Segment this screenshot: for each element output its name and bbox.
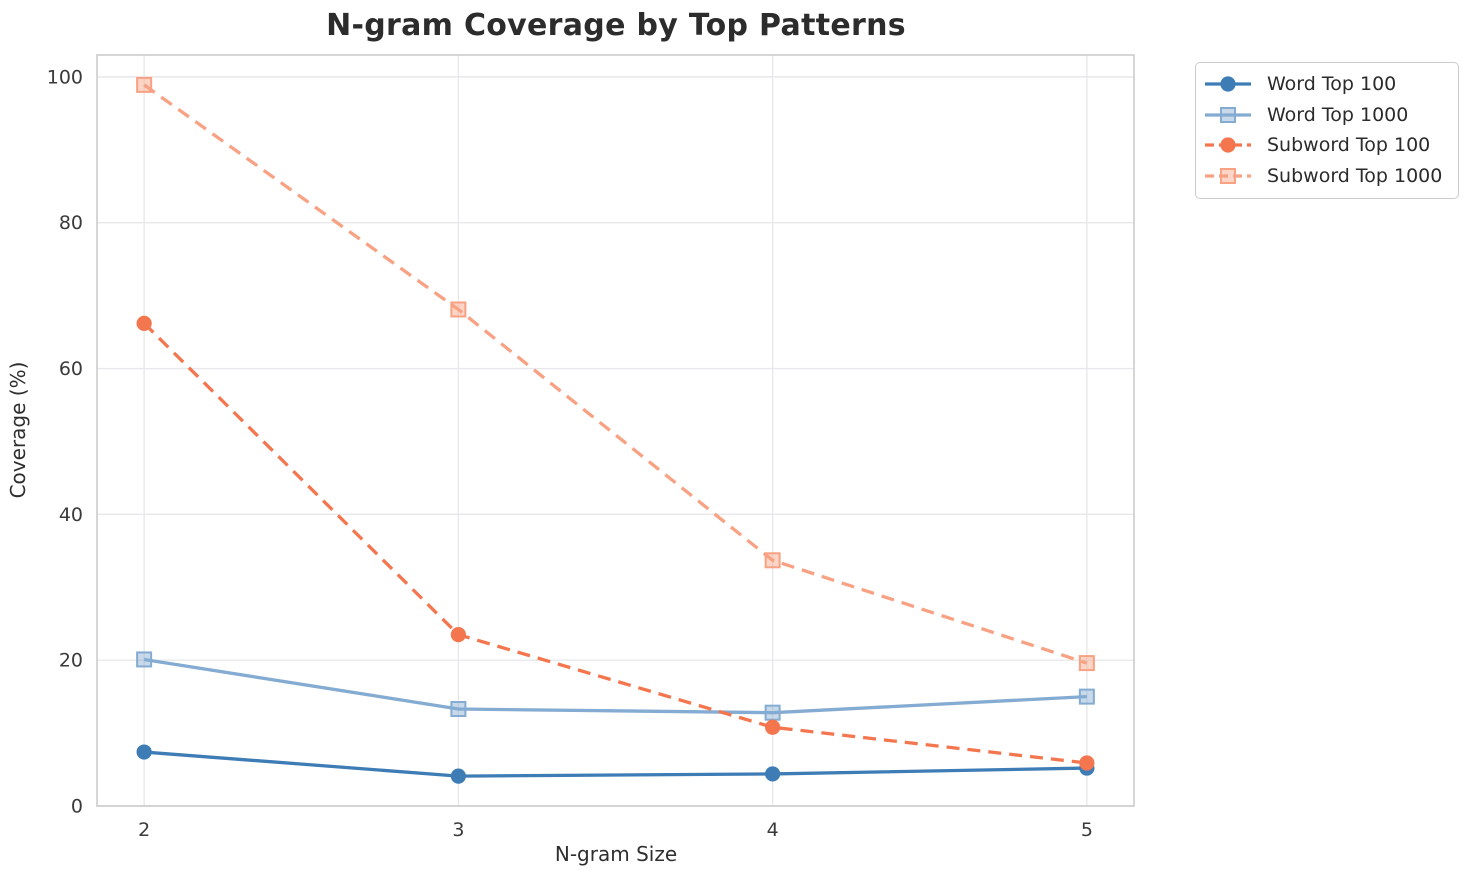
marker-subword-top-1000-x4 xyxy=(764,552,781,569)
marker-subword-top-1000-x2 xyxy=(136,76,153,93)
marker-subword-top-1000-x5 xyxy=(1078,655,1095,672)
series-line-word-top-1000 xyxy=(143,657,1087,715)
legend-sample-subword-top-100 xyxy=(1205,137,1251,153)
series-line-subword-top-100 xyxy=(142,322,1088,765)
marker-word-top-1000-x4 xyxy=(764,704,781,721)
legend-sample-word-top-100 xyxy=(1205,76,1251,92)
x-tick-label-4: 4 xyxy=(767,819,779,841)
y-axis-label: Coverage (%) xyxy=(6,361,30,499)
x-tick-label-2: 2 xyxy=(138,819,150,841)
marker-subword-top-100-x3 xyxy=(450,627,466,643)
legend-sample-word-top-1000 xyxy=(1205,106,1251,123)
y-tick-label-40: 40 xyxy=(59,504,83,526)
legend-marker-word-top-1000 xyxy=(1220,106,1236,123)
legend-label-subword-top-100: Subword Top 100 xyxy=(1267,134,1431,157)
legend-item-subword-top-1000: Subword Top 1000 xyxy=(1204,161,1448,192)
marker-word-top-1000-x3 xyxy=(450,701,467,718)
marker-word-top-100-x4 xyxy=(765,766,781,782)
series-line-word-top-100 xyxy=(144,750,1087,778)
y-tick-label-0: 0 xyxy=(71,796,83,818)
marker-subword-top-1000-x3 xyxy=(450,301,467,318)
legend-item-word-top-100: Word Top 100 xyxy=(1204,69,1448,100)
marker-subword-top-100-x2 xyxy=(136,315,152,331)
marker-subword-top-100-x5 xyxy=(1079,755,1095,771)
marker-word-top-100-x3 xyxy=(450,768,466,784)
legend-marker-word-top-100 xyxy=(1220,76,1236,92)
plot-border xyxy=(96,54,1135,807)
marker-word-top-1000-x5 xyxy=(1078,688,1095,705)
x-tick-label-5: 5 xyxy=(1081,819,1093,841)
legend: Word Top 100 Word Top 1000 Subword Top 100… xyxy=(1195,62,1459,199)
marker-word-top-1000-x2 xyxy=(136,651,153,668)
legend-label-word-top-100: Word Top 100 xyxy=(1267,73,1397,96)
series-line-subword-top-1000 xyxy=(143,83,1088,665)
legend-sample-subword-top-1000 xyxy=(1205,167,1251,184)
x-tick-label-3: 3 xyxy=(452,819,464,841)
chart-title: N-gram Coverage by Top Patterns xyxy=(326,8,906,43)
legend-label-word-top-1000: Word Top 1000 xyxy=(1267,103,1409,126)
legend-marker-subword-top-1000 xyxy=(1220,167,1236,184)
marker-word-top-100-x2 xyxy=(136,744,152,760)
legend-item-word-top-1000: Word Top 1000 xyxy=(1204,100,1448,131)
marker-subword-top-100-x4 xyxy=(765,719,781,735)
y-tick-label-100: 100 xyxy=(47,66,83,88)
y-tick-label-80: 80 xyxy=(59,212,83,234)
y-tick-label-20: 20 xyxy=(59,650,83,672)
x-axis-label: N-gram Size xyxy=(554,842,678,866)
y-tick-label-60: 60 xyxy=(59,358,83,380)
legend-item-subword-top-100: Subword Top 100 xyxy=(1204,130,1448,161)
legend-label-subword-top-1000: Subword Top 1000 xyxy=(1267,164,1443,187)
legend-marker-subword-top-100 xyxy=(1220,137,1236,153)
